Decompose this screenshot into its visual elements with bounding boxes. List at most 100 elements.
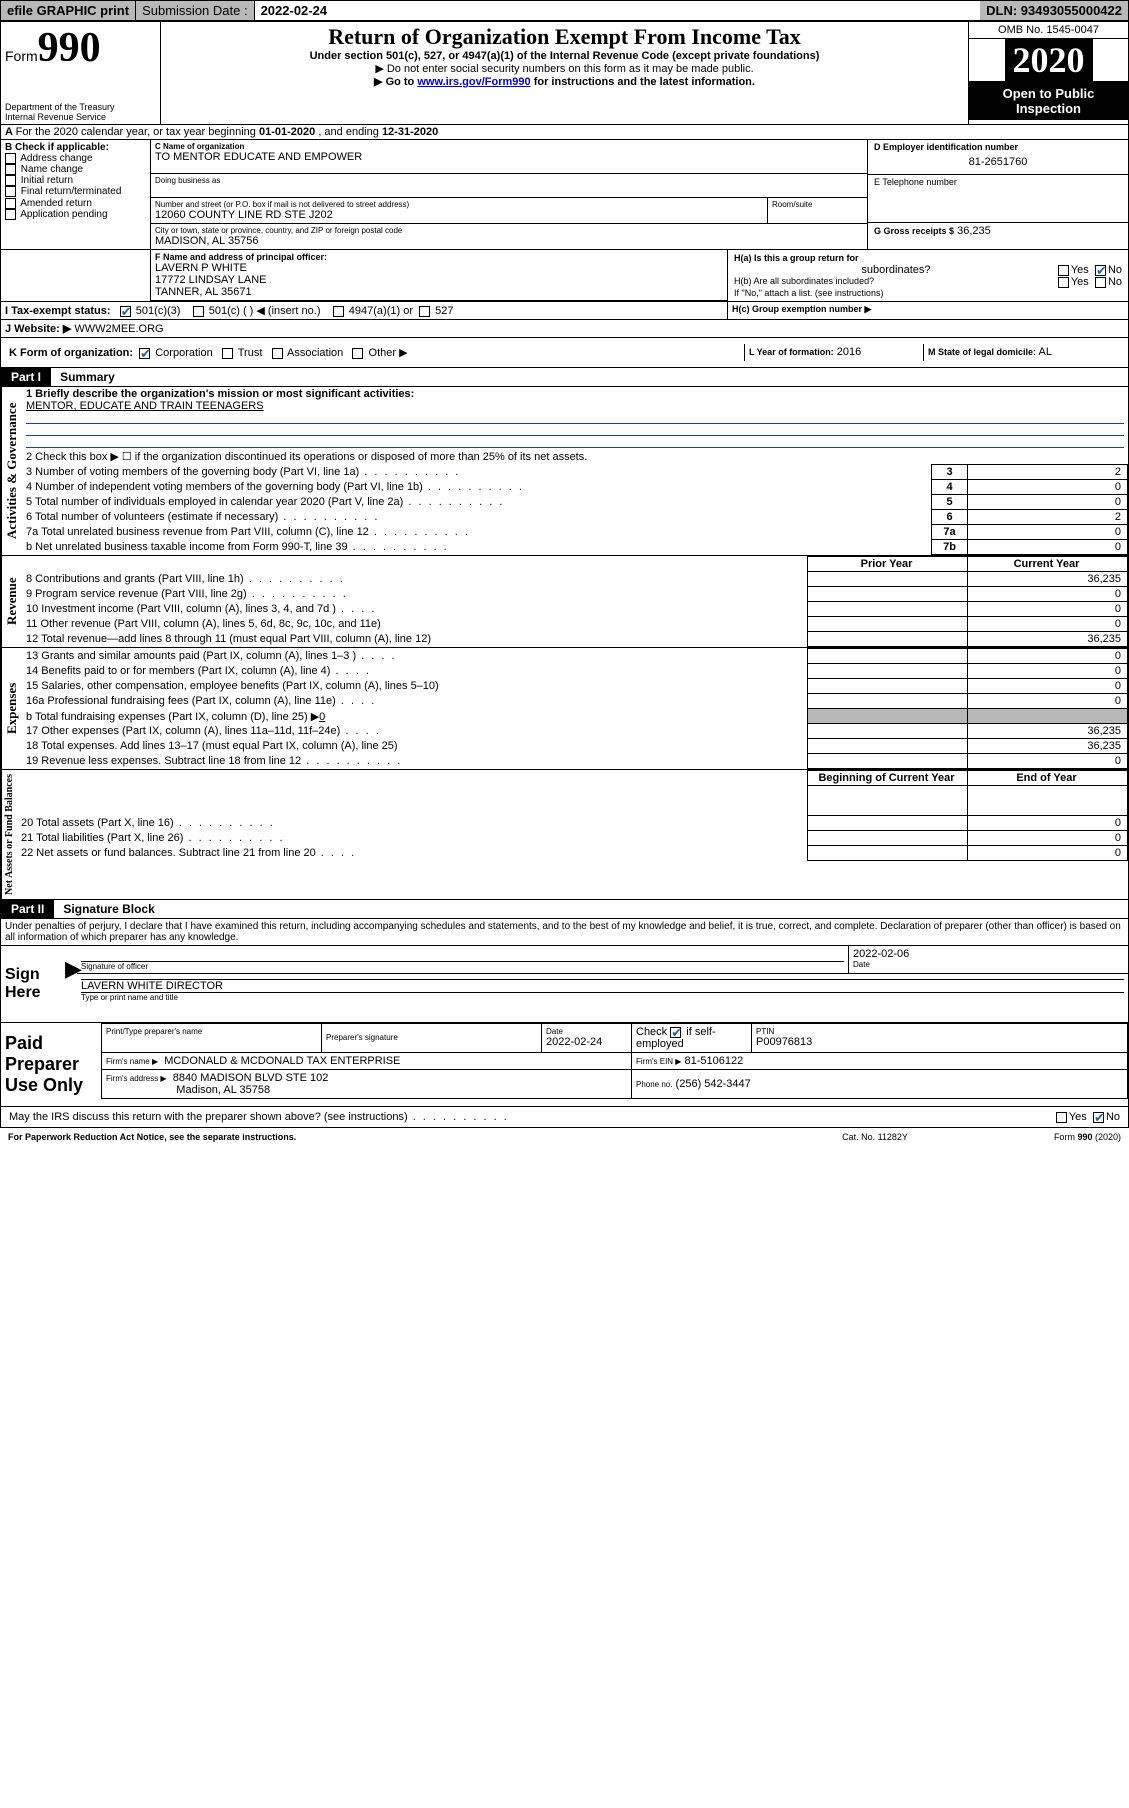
v7b: 0 <box>968 540 1128 555</box>
discuss-no[interactable] <box>1093 1112 1104 1123</box>
other: Other ▶ <box>369 347 408 359</box>
check-501c[interactable] <box>193 306 204 317</box>
name-change: Name change <box>21 164 83 175</box>
submission-date: 2022-02-24 <box>255 1 334 20</box>
527: 527 <box>435 305 453 317</box>
v10c: 0 <box>968 602 1128 617</box>
v18c: 36,235 <box>968 739 1128 754</box>
l16bv: 0 <box>319 711 325 723</box>
check-trust[interactable] <box>222 348 233 359</box>
dept-treasury: Department of the Treasury <box>5 102 156 112</box>
org-name: TO MENTOR EDUCATE AND EMPOWER <box>155 151 863 163</box>
v12c: 36,235 <box>968 632 1128 647</box>
perjury: Under penalties of perjury, I declare th… <box>0 919 1129 946</box>
ptin-label: PTIN <box>756 1027 1123 1036</box>
initial-return: Initial return <box>21 175 73 186</box>
discuss-yes[interactable] <box>1056 1112 1067 1123</box>
g-label: G Gross receipts $ <box>874 226 954 236</box>
v17c: 36,235 <box>968 724 1128 739</box>
check-initial[interactable] <box>5 175 16 186</box>
section-expenses: Expenses 13 Grants and similar amounts p… <box>0 648 1129 770</box>
sig-date: 2022-02-06 <box>853 948 1124 960</box>
v11c: 0 <box>968 617 1128 632</box>
check-self-employed[interactable] <box>670 1027 681 1038</box>
warn-ssn: ▶ Do not enter social security numbers o… <box>165 62 964 75</box>
check-assoc[interactable] <box>272 348 283 359</box>
cat-no: Cat. No. 11282Y <box>775 1130 975 1144</box>
section-net-assets: Net Assets or Fund Balances Beginning of… <box>0 770 1129 900</box>
check-other[interactable] <box>352 348 363 359</box>
l22: 22 Net assets or fund balances. Subtract… <box>21 847 356 859</box>
boy-hdr: Beginning of Current Year <box>808 771 968 786</box>
h-note: If "No," attach a list. (see instruction… <box>734 288 1122 298</box>
phone: (256) 542-3447 <box>676 1078 751 1090</box>
l3: 3 Number of voting members of the govern… <box>26 466 460 478</box>
check-4947[interactable] <box>333 306 344 317</box>
trust: Trust <box>238 347 263 359</box>
city-label: City or town, state or province, country… <box>155 226 863 235</box>
ha-no[interactable] <box>1095 265 1106 276</box>
assoc: Association <box>287 347 343 359</box>
ha-label: H(a) Is this a group return for <box>734 253 859 263</box>
hb-label: H(b) Are all subordinates included? <box>734 276 1058 288</box>
check-address[interactable] <box>5 153 16 164</box>
check-final[interactable] <box>5 186 16 197</box>
l6: 6 Total number of volunteers (estimate i… <box>26 511 379 523</box>
tax-year: 2020 <box>1005 38 1093 82</box>
k-label: K Form of organization: <box>9 347 133 359</box>
vert-exp: Expenses <box>1 648 22 769</box>
sign-arrow-icon: ▶ <box>61 946 77 1022</box>
eoy-hdr: End of Year <box>968 771 1128 786</box>
check-name[interactable] <box>5 164 16 175</box>
l7a: 7a Total unrelated business revenue from… <box>26 526 470 538</box>
current-hdr: Current Year <box>968 557 1128 572</box>
line-a-text2: , and ending <box>318 126 382 138</box>
ein: 81-2651760 <box>874 152 1122 172</box>
discuss-yes-label: Yes <box>1069 1111 1087 1123</box>
check-amended[interactable] <box>5 198 16 209</box>
year-formation: 2016 <box>837 346 861 358</box>
yes-label: Yes <box>1071 264 1089 276</box>
firm-addr-label: Firm's address ▶ <box>106 1074 167 1083</box>
line-a: A For the 2020 calendar year, or tax yea… <box>0 125 1129 140</box>
d-label: D Employer identification number <box>874 142 1122 152</box>
part2-title: Signature Block <box>57 902 154 916</box>
check-application[interactable] <box>5 209 16 220</box>
hb-yes[interactable] <box>1058 277 1069 288</box>
l10: 10 Investment income (Part VIII, column … <box>26 603 376 615</box>
hb-no[interactable] <box>1095 277 1106 288</box>
check-501c3[interactable] <box>120 306 131 317</box>
l20: 20 Total assets (Part X, line 16) <box>21 817 275 829</box>
l19: 19 Revenue less expenses. Subtract line … <box>26 755 402 767</box>
form-header: Form990 Department of the Treasury Inter… <box>0 21 1129 125</box>
efile-label[interactable]: efile GRAPHIC print <box>1 1 136 20</box>
org-addr: 12060 COUNTY LINE RD STE J202 <box>155 209 763 221</box>
i-label: I Tax-exempt status: <box>5 305 111 317</box>
v9c: 0 <box>968 587 1128 602</box>
officer-addr2: TANNER, AL 35671 <box>155 286 723 298</box>
prep-sig-label: Preparer's signature <box>326 1033 537 1042</box>
v3: 2 <box>968 465 1128 480</box>
v7a: 0 <box>968 525 1128 540</box>
firm-name: MCDONALD & MCDONALD TAX ENTERPRISE <box>164 1055 400 1067</box>
ha-yes[interactable] <box>1058 265 1069 276</box>
phone-label: Phone no. <box>636 1080 672 1089</box>
goto-suffix: for instructions and the latest informat… <box>531 76 755 88</box>
v22c: 0 <box>968 846 1128 861</box>
l21: 21 Total liabilities (Part X, line 26) <box>21 832 285 844</box>
irs-link[interactable]: www.irs.gov/Form990 <box>417 76 530 88</box>
v13c: 0 <box>968 649 1128 664</box>
addr-change: Address change <box>20 153 92 164</box>
line-a-text: For the 2020 calendar year, or tax year … <box>16 126 259 138</box>
year-end: 12-31-2020 <box>382 126 438 138</box>
officer-addr1: 17772 LINDSAY LANE <box>155 274 723 286</box>
v4: 0 <box>968 480 1128 495</box>
check-527[interactable] <box>419 306 430 317</box>
sig-date-label: Date <box>853 960 1124 969</box>
otp-2: Inspection <box>1016 101 1081 116</box>
mission: MENTOR, EDUCATE AND TRAIN TEENAGERS <box>26 400 1124 412</box>
check-corp[interactable] <box>139 348 150 359</box>
discuss: May the IRS discuss this return with the… <box>9 1111 509 1123</box>
omb-number: OMB No. 1545-0047 <box>969 22 1128 39</box>
l8: 8 Contributions and grants (Part VIII, l… <box>26 573 345 585</box>
